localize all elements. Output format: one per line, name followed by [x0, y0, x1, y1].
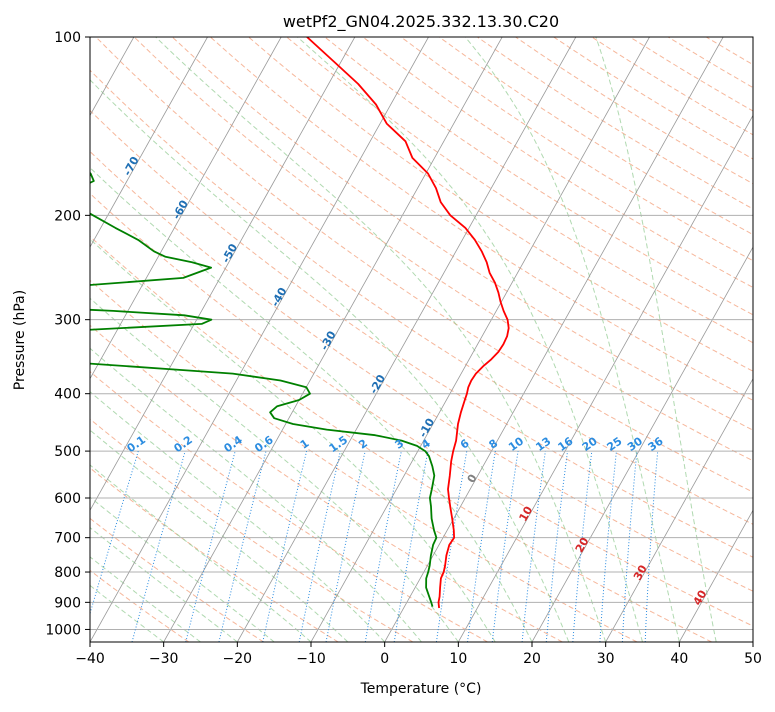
moist-adiabat: [90, 297, 459, 642]
dry-adiabat: [90, 517, 264, 642]
dry-adiabat: [133, 37, 753, 462]
sounding-trace-2: [90, 171, 438, 607]
dry-adiabat: [553, 37, 753, 160]
y-tick-label: 900: [54, 595, 81, 611]
x-tick-label: −30: [149, 651, 179, 667]
series-layer: [90, 37, 510, 609]
grid-layer: [90, 37, 753, 642]
dry-adiabat: [286, 37, 753, 344]
y-tick-label: 300: [54, 313, 81, 329]
moist-adiabat: [90, 347, 422, 642]
moist-adiabat: [90, 429, 349, 642]
mixing-ratio-line: [185, 450, 236, 642]
y-tick-label: 500: [54, 444, 81, 460]
mixing-ratio-line: [491, 451, 519, 642]
mixing-ratio-line: [545, 451, 568, 642]
dry-adiabat: [90, 235, 712, 642]
sounding-trace-1: [306, 37, 510, 609]
isotherm-line: [678, 509, 753, 642]
dry-adiabat: [90, 109, 753, 558]
isotherm-line: [236, 37, 577, 642]
x-tick-label: 20: [523, 651, 541, 667]
isotherm-line: [605, 377, 753, 642]
moist-adiabat: [90, 79, 570, 642]
mixing-ratio-line: [599, 451, 617, 642]
x-axis-title: Temperature (°C): [360, 681, 482, 697]
mixing-ratio-line: [262, 450, 308, 642]
isotherm-line: [457, 114, 753, 642]
dry-adiabat: [90, 324, 563, 642]
mixing-ratio-line: [644, 451, 659, 642]
y-tick-label: 600: [54, 491, 81, 507]
x-tick-label: −40: [75, 651, 105, 667]
moist-adiabat: [90, 391, 386, 642]
isotherm-line: [90, 37, 282, 380]
dry-adiabat: [90, 192, 753, 627]
mixing-ratio-line: [131, 450, 186, 642]
x-tick-label: 50: [744, 651, 762, 667]
y-tick-label: 800: [54, 565, 81, 581]
mixing-ratio-line: [298, 450, 341, 642]
x-tick-label: −10: [296, 651, 326, 667]
y-tick-label: 400: [54, 387, 81, 403]
mixing-ratio-line: [218, 450, 267, 642]
isotherm-line: [384, 37, 724, 642]
x-tick-label: 40: [670, 651, 688, 667]
isotherm-line: [90, 37, 208, 248]
isotherm-line: [310, 37, 650, 642]
moist-adiabat: [90, 496, 275, 642]
y-tick-label: 200: [54, 208, 81, 224]
dry-adiabat: [90, 370, 488, 642]
plot-frame: [89, 36, 754, 643]
x-tick-label: 0: [380, 651, 389, 667]
mixing-ratio-line: [364, 450, 402, 642]
y-tick-label: 700: [54, 531, 81, 547]
dry-adiabat: [248, 37, 753, 372]
y-axis: 100 200 300 400 500 600 700 800 900 1000: [45, 30, 90, 638]
y-axis-title: Pressure (hPa): [12, 290, 28, 390]
moist-adiabat: [155, 37, 607, 642]
moist-adiabat: [90, 238, 496, 642]
x-tick-label: −20: [223, 651, 253, 667]
dry-adiabat: [210, 37, 753, 401]
isotherm-line: [531, 246, 753, 642]
chart-title: wetPf2_GN04.2025.332.13.30.C20: [283, 12, 559, 32]
dry-adiabat: [515, 37, 753, 185]
mixing-ratio-line: [467, 451, 496, 642]
dry-adiabat: [90, 69, 753, 525]
mixing-ratio-line: [572, 451, 593, 642]
moist-adiabat: [464, 37, 680, 642]
mixing-ratio-line: [521, 451, 546, 642]
isotherm-line: [90, 37, 356, 512]
y-tick-label: 100: [54, 30, 81, 46]
moist-adiabat: [90, 526, 238, 642]
x-tick-label: 30: [597, 651, 615, 667]
isotherm-line: [163, 37, 503, 642]
y-tick-label: 1000: [45, 622, 81, 638]
dry-adiabat: [324, 37, 753, 316]
mixing-ratio-line: [621, 451, 638, 642]
dry-adiabat: [400, 37, 753, 262]
mixing-ratio-line: [325, 450, 366, 642]
moist-adiabat: [595, 37, 717, 642]
x-axis: −40 −30 −20 −10 0 10 20 30 40 50: [75, 642, 762, 667]
mixing-ratio-line: [90, 450, 139, 616]
moist-adiabat: [297, 37, 643, 642]
x-tick-label: 10: [449, 651, 467, 667]
isotherm-line: [90, 37, 429, 642]
